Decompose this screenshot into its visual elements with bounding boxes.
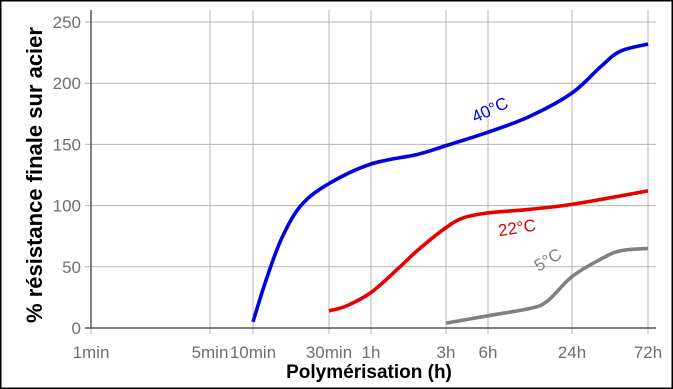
y-tick-label-50: 50: [62, 258, 81, 277]
series-line-22c: [328, 189, 649, 313]
series-line-5c: [445, 246, 649, 325]
x-tick-label-30min: 30min: [306, 343, 352, 362]
y-tick-label-250: 250: [53, 13, 81, 32]
series-lines: [251, 42, 649, 325]
y-tick-label-150: 150: [53, 135, 81, 154]
x-tick-labels: 1min 5min 10min 30min 1h 3h 6h 24h 72h: [73, 343, 663, 362]
series-line-40c: [251, 42, 649, 323]
y-tick-label-100: 100: [53, 197, 81, 216]
axes: [85, 10, 656, 329]
x-tick-label-3h: 3h: [437, 343, 456, 362]
x-tick-label-5min: 5min: [192, 343, 229, 362]
x-tick-label-1min: 1min: [73, 343, 110, 362]
y-tick-label-200: 200: [53, 74, 81, 93]
x-tick-label-24h: 24h: [558, 343, 586, 362]
x-tick-label-6h: 6h: [479, 343, 498, 362]
x-tick-label-1h: 1h: [362, 343, 381, 362]
y-axis-title: % résistance finale sur acier: [22, 27, 47, 323]
y-tick-label-0: 0: [72, 319, 81, 338]
y-tick-labels: 0 50 100 150 200 250: [53, 13, 81, 338]
x-tick-label-72h: 72h: [634, 343, 662, 362]
x-tick-label-10min: 10min: [230, 343, 276, 362]
x-axis-title: Polymérisation (h): [286, 362, 452, 383]
